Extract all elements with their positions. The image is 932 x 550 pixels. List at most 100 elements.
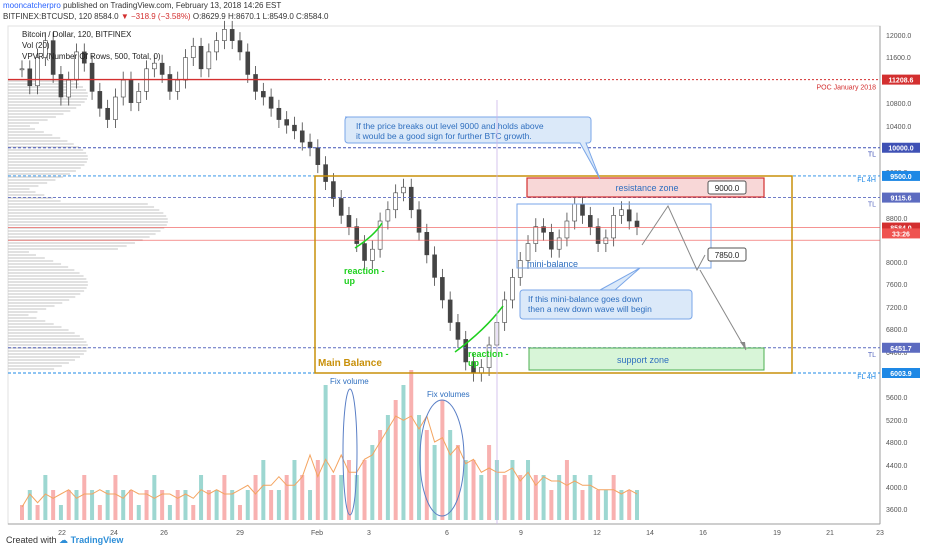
candle-body — [331, 181, 336, 199]
projection-arrowhead — [740, 342, 746, 350]
candle-body — [346, 215, 352, 227]
vpvr-bar — [8, 200, 61, 202]
candle-body — [214, 40, 219, 53]
vpvr-bar — [8, 92, 88, 94]
projection-path-1 — [641, 204, 706, 272]
volume-bar — [230, 490, 235, 520]
tradingview-brand[interactable]: TradingView — [70, 535, 124, 545]
volume-bar — [300, 475, 305, 520]
candle-body — [89, 62, 95, 92]
vpvr-bar — [8, 257, 45, 259]
reaction-arrow-1 — [354, 222, 383, 249]
volume-bar — [596, 490, 601, 520]
time-tick-label: 12 — [593, 530, 601, 537]
publisher-name[interactable]: mooncatcherpro — [3, 1, 61, 10]
candle-body — [27, 68, 33, 87]
fix-volume-ellipse-2 — [419, 399, 465, 517]
candle-body — [245, 51, 251, 75]
volume-bar — [237, 505, 242, 520]
vpvr-bar — [8, 161, 87, 163]
candle-body — [81, 51, 87, 64]
price-tick-label: 4000.0 — [886, 485, 908, 492]
vpvr-bar — [8, 176, 64, 178]
volume-bar — [526, 460, 531, 520]
volume-bar — [564, 460, 569, 520]
candle-body — [393, 192, 398, 211]
price-tag-text: 6003.9 — [890, 371, 912, 378]
candle-body — [626, 209, 632, 222]
candle-body — [206, 51, 212, 70]
callout-minibalance-line1: If this mini-balance goes down — [528, 294, 643, 304]
footer: Created with ☁ TradingView — [6, 535, 123, 546]
vpvr-bar — [8, 290, 85, 292]
last-price: 8584.0 — [94, 12, 119, 21]
callout-breakout-box — [344, 116, 601, 180]
vpvr-bar — [8, 86, 83, 88]
volume-bar — [378, 430, 383, 520]
candle-body — [338, 198, 344, 216]
time-tick-label: 26 — [160, 530, 168, 537]
vpvr-bar — [8, 215, 167, 217]
volume-bar — [58, 505, 63, 520]
vpvr-bar — [8, 179, 56, 181]
vpvr-bar — [8, 83, 79, 85]
volume-bar — [603, 490, 608, 520]
vpvr-bar — [8, 368, 55, 370]
volume-bar — [292, 460, 297, 520]
vpvr-bar — [8, 326, 62, 328]
mini-balance-box — [516, 203, 712, 269]
price-tick-label: 7200.0 — [886, 305, 908, 312]
vpvr-bar — [8, 170, 76, 172]
reaction-label-1b: up — [344, 276, 355, 286]
vpvr-bar — [8, 146, 80, 148]
volume-bar — [214, 490, 219, 520]
volume-bar — [580, 490, 585, 520]
volume-bar — [362, 460, 367, 520]
volume-bar — [315, 460, 320, 520]
fix-volume-label-1: Fix volume — [330, 377, 369, 386]
volume-bar — [424, 430, 429, 520]
vpvr-bar — [8, 224, 167, 226]
time-tick-label: 3 — [367, 530, 371, 537]
candle-body — [595, 226, 601, 244]
volume-bar — [20, 505, 24, 520]
price-change: ▼ −318.9 (−3.58%) — [120, 12, 191, 21]
reaction-arrow-2 — [454, 305, 504, 353]
vpvr-bar — [8, 167, 81, 169]
candle-body — [190, 45, 196, 58]
price-tick-label: 10800.0 — [886, 101, 911, 108]
price-tick-label: 11600.0 — [886, 55, 911, 62]
candle-body — [50, 40, 56, 75]
vpvr-bar — [8, 98, 87, 100]
candle-body — [385, 209, 391, 222]
candle-body — [525, 243, 531, 261]
vpvr-bar — [8, 173, 70, 175]
vpvr-bar — [8, 269, 75, 271]
price-tag — [882, 342, 920, 353]
vpvr-bar — [8, 356, 81, 358]
candle-body — [222, 29, 227, 41]
level-label: FL 4H — [857, 374, 876, 381]
vpvr-bar — [8, 302, 63, 304]
level-label: TL — [868, 352, 876, 359]
volume-bar — [199, 475, 204, 520]
vpvr-bar — [8, 152, 87, 154]
volume-bar — [160, 490, 165, 520]
price-tag — [882, 222, 920, 233]
vpvr-bar — [8, 164, 85, 166]
candle-body — [603, 237, 609, 244]
candle-body — [510, 277, 515, 301]
volume-bar — [541, 475, 546, 520]
volume-bar — [455, 445, 460, 520]
candle-body — [362, 243, 367, 261]
volume-bar — [635, 490, 639, 520]
vpvr-bar — [8, 332, 75, 334]
time-tick-label: 29 — [236, 530, 244, 537]
volume-bar — [533, 475, 538, 520]
volume-bar — [557, 475, 562, 520]
candle-body — [113, 96, 118, 120]
vpvr-bar — [8, 203, 148, 205]
candle-body — [455, 322, 461, 340]
vpvr-bar — [8, 251, 29, 253]
